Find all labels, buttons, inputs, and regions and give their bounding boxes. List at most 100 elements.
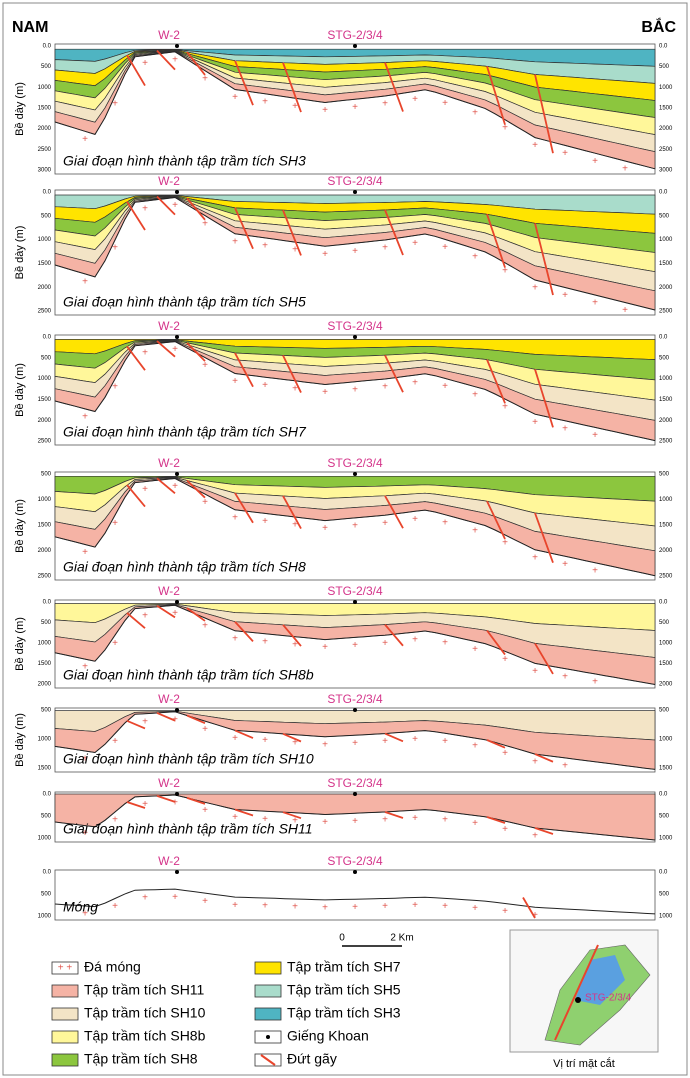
right-tick: 2500 <box>659 147 673 153</box>
basement-cross: + <box>562 423 568 434</box>
basement-cross: + <box>442 381 448 392</box>
well-dot <box>175 708 179 712</box>
fault <box>282 62 302 113</box>
basement-cross: + <box>502 265 508 276</box>
right-tick: 0.0 <box>659 792 668 798</box>
basement-cross: + <box>172 798 178 809</box>
basement-cross: + <box>112 736 118 747</box>
well-dot <box>353 870 357 874</box>
basement-cross: + <box>172 481 178 492</box>
right-tick: 500 <box>659 472 670 478</box>
basement-cross: + <box>142 716 148 727</box>
basement-cross: + <box>172 344 178 355</box>
basement-cross: + <box>292 520 298 531</box>
axis-label: Bề dày (m) <box>14 363 26 417</box>
left-tick: 500 <box>41 64 52 70</box>
right-tick: 1000 <box>659 641 673 647</box>
scale-start: 0 <box>339 933 345 944</box>
legend-label: Tập trầm tích SH3 <box>287 1005 401 1021</box>
left-tick: 1500 <box>38 661 52 667</box>
basement-cross: + <box>292 737 298 748</box>
right-tick: 2000 <box>659 285 673 291</box>
fault <box>282 624 302 647</box>
fault <box>486 816 506 824</box>
right-tick: 500 <box>659 708 670 714</box>
basement-cross: + <box>592 430 598 441</box>
basement-cross: + <box>82 909 88 920</box>
legend-fault <box>260 1054 276 1066</box>
basement-cross: + <box>382 243 388 254</box>
well-dot <box>175 600 179 604</box>
fault <box>384 732 404 743</box>
basement-cross: + <box>502 654 508 665</box>
basement-cross: + <box>382 901 388 912</box>
basement-cross: + <box>322 739 328 750</box>
basement-cross: + <box>472 903 478 914</box>
basement-cross: + <box>232 92 238 103</box>
fault <box>534 223 554 296</box>
basement-cross: + <box>232 812 238 823</box>
basement-cross: + <box>472 644 478 655</box>
fault <box>282 209 302 256</box>
basement-cross: + <box>472 251 478 262</box>
fault <box>186 479 206 499</box>
basement-cross: + <box>82 754 88 765</box>
left-tick: 2500 <box>38 439 52 445</box>
legend-swatch <box>51 984 79 998</box>
basement-cross: + <box>352 738 358 749</box>
left-tick: 500 <box>41 708 52 714</box>
left-tick: 500 <box>41 213 52 219</box>
basement-cross: + <box>502 748 508 759</box>
fault <box>234 207 254 250</box>
well-dot <box>175 472 179 476</box>
basement-cross: + <box>472 741 478 752</box>
right-tick: 1500 <box>659 106 673 112</box>
left-tick: 1000 <box>38 85 52 91</box>
well-dot <box>175 335 179 339</box>
legend-swatch <box>254 1007 282 1021</box>
basement-cross: + <box>202 621 208 632</box>
legend-swatch <box>254 984 282 998</box>
basement-top <box>54 888 656 915</box>
basement-cross: + <box>232 900 238 911</box>
left-tick: 500 <box>41 472 52 478</box>
fault <box>234 808 254 817</box>
basement-cross: + <box>292 902 298 913</box>
fault <box>234 729 254 739</box>
fault <box>186 714 206 725</box>
basement-cross: + <box>352 816 358 827</box>
fault <box>282 811 302 820</box>
left-tick: 500 <box>41 355 52 361</box>
right-tick: 2500 <box>659 574 673 580</box>
basement-cross: + <box>352 902 358 913</box>
right-tick: 500 <box>659 355 670 361</box>
basement-cross: + <box>412 238 418 249</box>
left-tick: 500 <box>41 620 52 626</box>
basement-cross: + <box>532 283 538 294</box>
basement-cross: + <box>442 517 448 528</box>
legend-label: Giếng Khoan <box>287 1028 369 1044</box>
right-tick: 2000 <box>659 682 673 688</box>
right-tick: 2500 <box>659 439 673 445</box>
right-tick: 0.0 <box>659 600 668 606</box>
basement-cross: + <box>352 521 358 532</box>
basement-cross: + <box>172 54 178 65</box>
right-tick: 0.0 <box>659 870 668 876</box>
well-dot <box>353 190 357 194</box>
right-tick: 1500 <box>659 523 673 529</box>
right-tick: 1000 <box>659 497 673 503</box>
right-tick: 1500 <box>659 661 673 667</box>
left-tick: 1000 <box>38 497 52 503</box>
basement-cross: + <box>322 903 328 914</box>
fault <box>282 732 302 743</box>
right-tick: 0.0 <box>659 190 668 196</box>
left-tick: 2000 <box>38 682 52 688</box>
basement-cross: + <box>562 671 568 682</box>
basement-top <box>54 711 656 770</box>
fault <box>156 477 176 494</box>
left-tick: 2000 <box>38 418 52 424</box>
north-label: BẮC <box>641 17 676 36</box>
right-tick: 0.0 <box>659 44 668 50</box>
basement-cross: + <box>232 633 238 644</box>
